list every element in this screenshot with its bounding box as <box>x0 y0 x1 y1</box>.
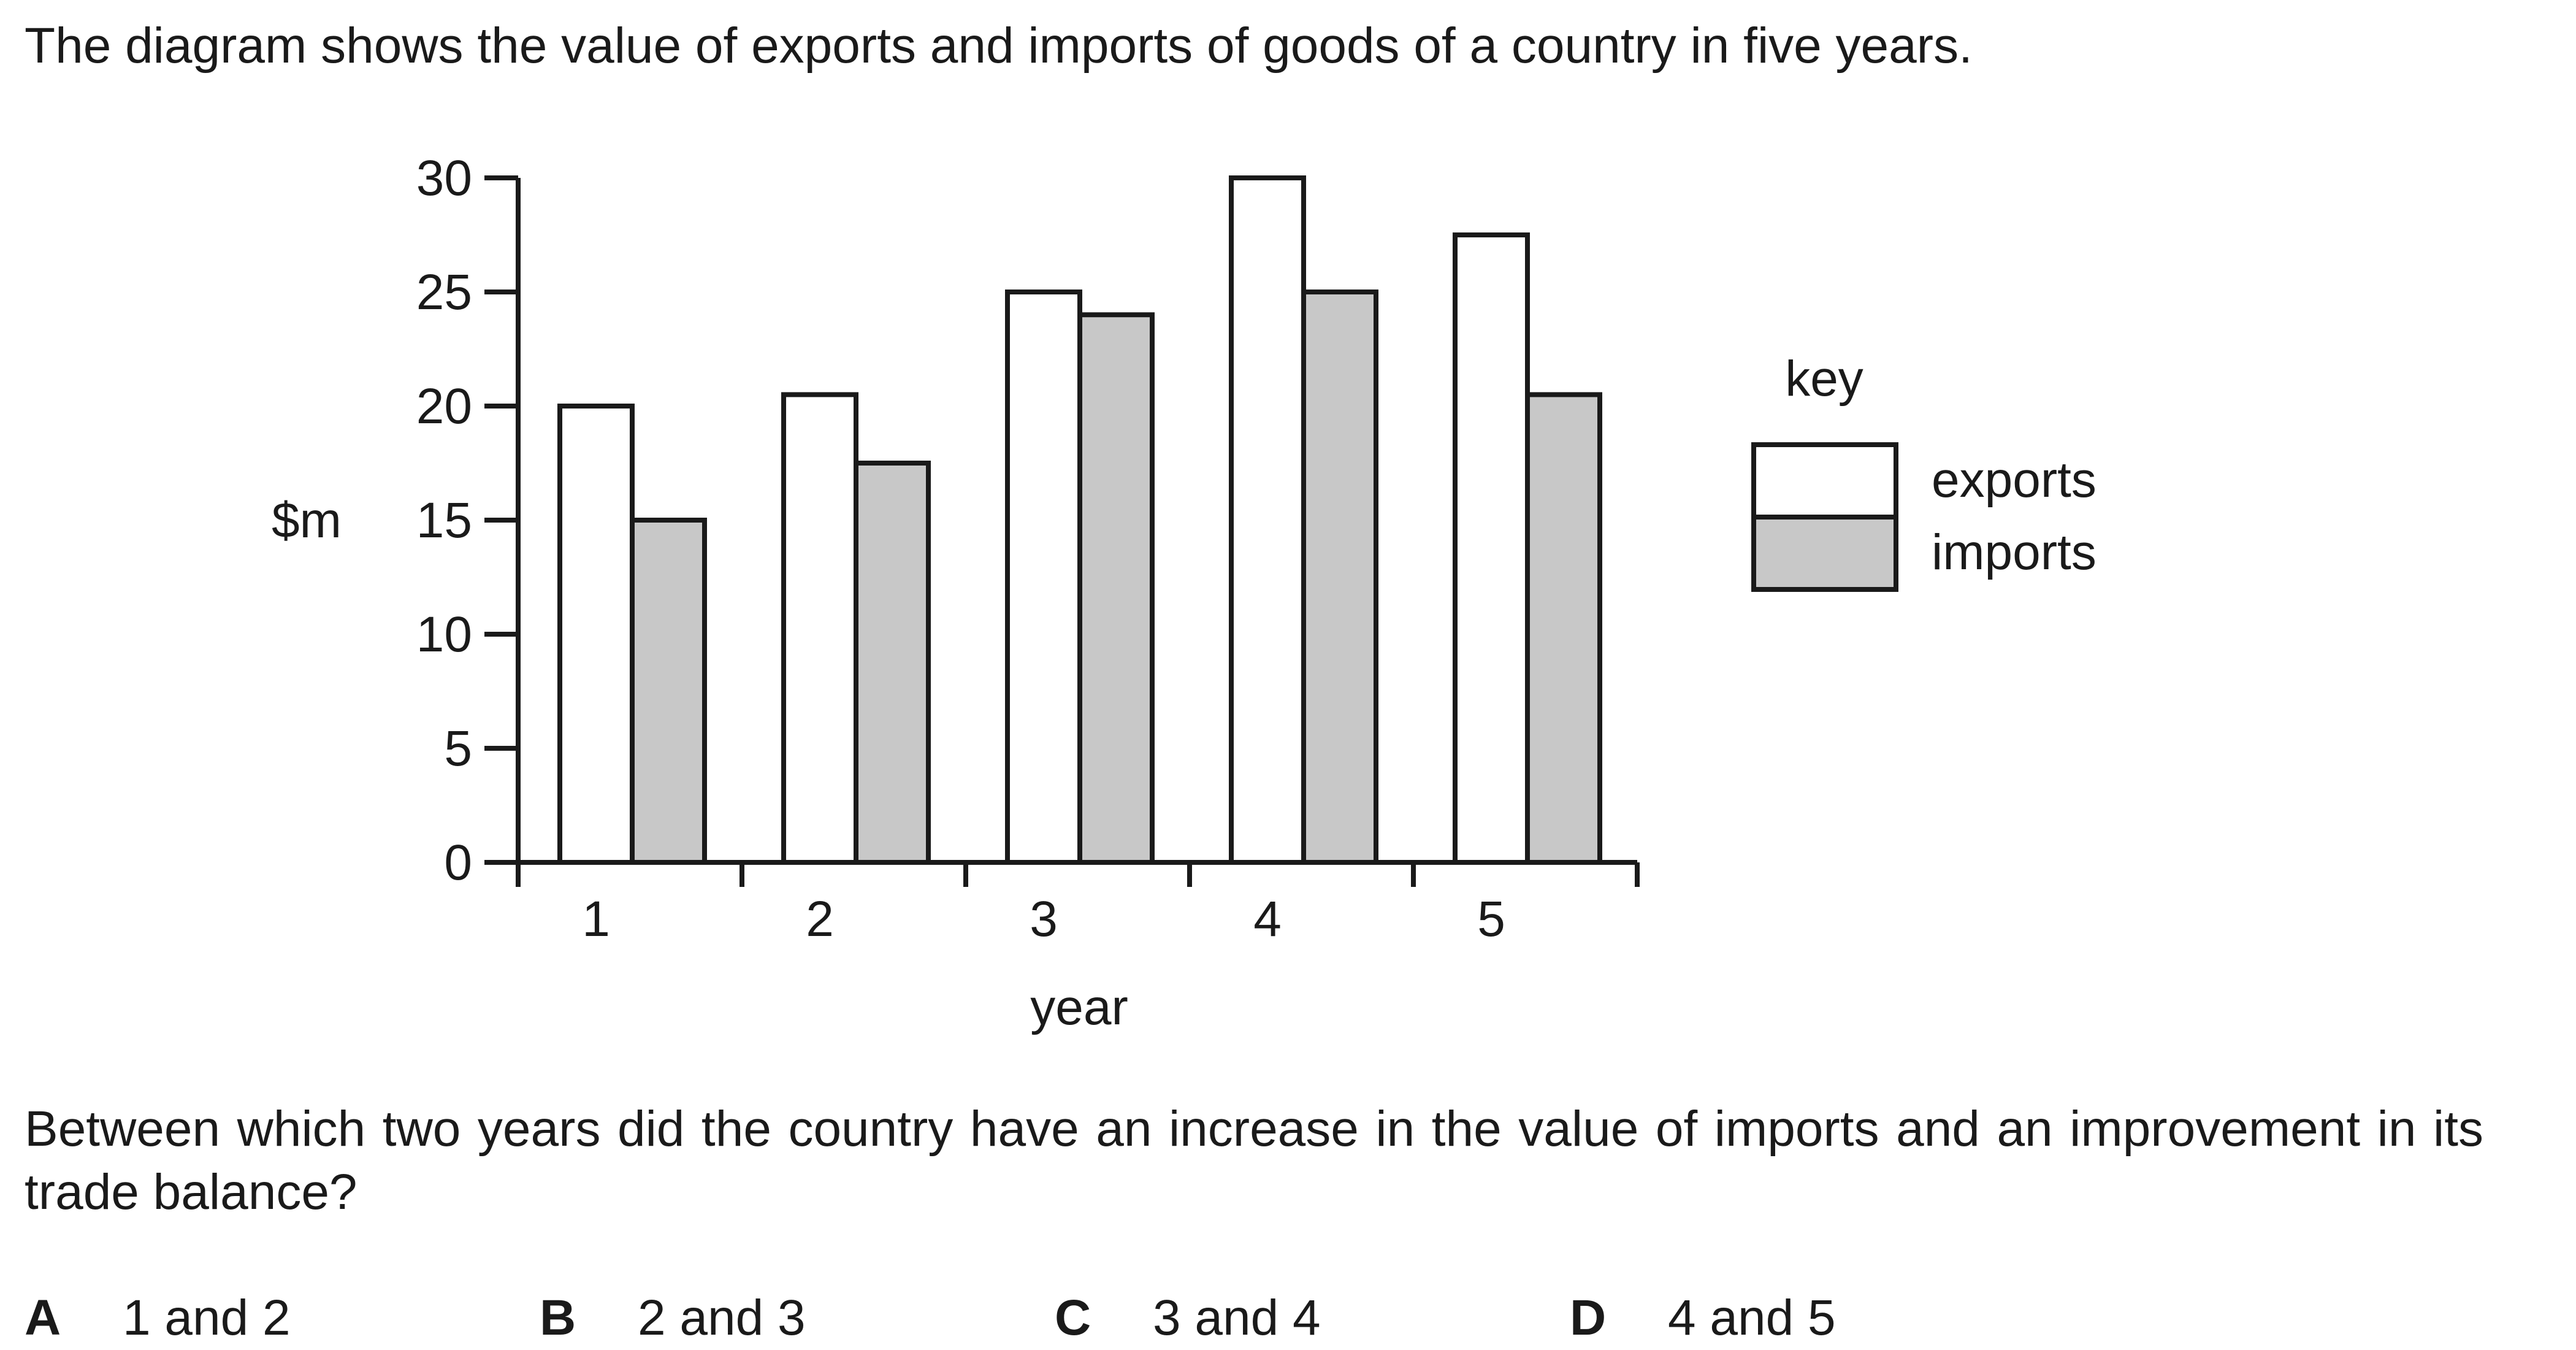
x-tick-label: 4 <box>1253 891 1282 947</box>
option-text: 4 and 5 <box>1668 1290 1836 1346</box>
x-tick-label: 5 <box>1477 891 1505 947</box>
y-tick-label: 0 <box>444 835 472 891</box>
legend-label-imports: imports <box>1932 524 2096 580</box>
y-axis-label: $m <box>272 493 342 548</box>
option-letter: A <box>25 1290 61 1346</box>
y-tick-label: 15 <box>416 493 472 548</box>
bar-imports-2 <box>854 461 931 865</box>
intro-text: The diagram shows the value of exports a… <box>25 18 1973 74</box>
bar-imports-4 <box>1301 290 1378 865</box>
question-text: Between which two years did the country … <box>25 1101 2483 1220</box>
y-tick-label: 5 <box>444 721 472 777</box>
x-tick-label: 3 <box>1030 891 1058 947</box>
y-axis-ticks: 0 5 10 15 20 25 30 <box>416 150 518 891</box>
legend-swatch-exports <box>1751 442 1898 520</box>
legend: key exports imports <box>1751 351 2096 592</box>
bar-imports-5 <box>1525 392 1602 865</box>
option-text: 1 and 2 <box>123 1290 291 1346</box>
bar-exports-5 <box>1453 232 1530 865</box>
legend-title: key <box>1785 351 1863 407</box>
x-axis-label: year <box>1030 980 1128 1035</box>
bar-chart: 0 5 10 15 20 25 30 1 2 3 4 5 $m year key exports i… <box>272 150 2096 1035</box>
y-tick-label: 30 <box>416 150 472 206</box>
legend-swatch-imports <box>1751 515 1898 592</box>
chart-bars <box>557 175 1602 865</box>
bar-imports-1 <box>630 518 707 865</box>
option-letter: B <box>540 1290 576 1346</box>
option-letter: D <box>1570 1290 1607 1346</box>
y-tick-label: 20 <box>416 378 472 434</box>
bar-exports-4 <box>1229 175 1306 865</box>
x-tick-label: 2 <box>806 891 834 947</box>
option-text: 2 and 3 <box>638 1290 806 1346</box>
bar-exports-3 <box>1005 290 1082 865</box>
y-tick-label: 25 <box>416 264 472 320</box>
legend-label-exports: exports <box>1932 452 2096 508</box>
option-letter: C <box>1055 1290 1091 1346</box>
y-tick-label: 10 <box>416 607 472 662</box>
x-axis-ticks: 1 2 3 4 5 <box>516 862 1640 947</box>
bar-exports-1 <box>557 404 635 865</box>
x-tick-label: 1 <box>582 891 610 947</box>
option-text: 3 and 4 <box>1153 1290 1321 1346</box>
bar-imports-3 <box>1077 312 1155 865</box>
bar-exports-2 <box>781 392 858 865</box>
